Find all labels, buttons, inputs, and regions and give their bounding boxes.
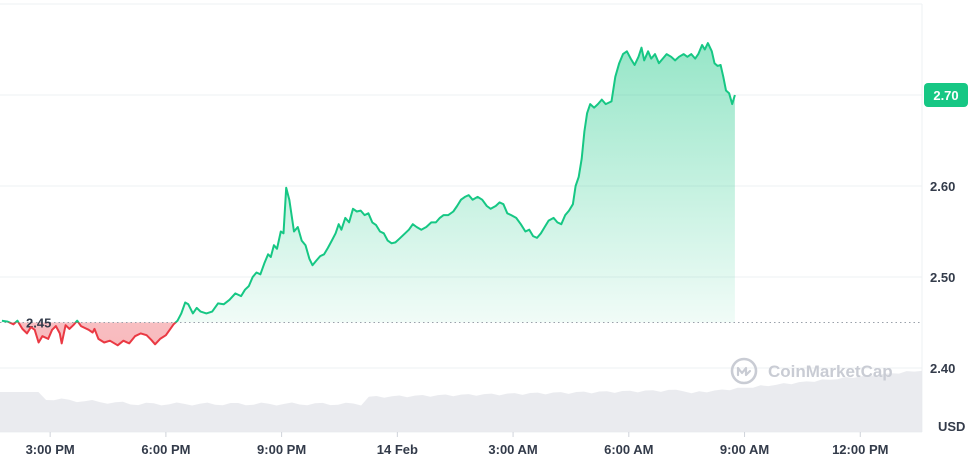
current-price-tag-label: 2.70 (933, 88, 958, 103)
series-line-up (1, 42, 736, 323)
x-tick-label: 12:00 PM (832, 442, 888, 457)
watermark-text: CoinMarketCap (768, 362, 893, 381)
y-tick-label: 2.60 (930, 179, 955, 194)
coinmarketcap-logo-icon (730, 357, 758, 385)
y-tick-label: 2.50 (930, 270, 955, 285)
price-area (1, 43, 735, 346)
x-axis: 3:00 PM 6:00 PM 9:00 PM 14 Feb 3:00 AM 6:00 A… (26, 432, 888, 457)
current-price-tag: 2.70 (924, 83, 968, 107)
x-tick-label: 6:00 PM (141, 442, 190, 457)
area-fill-up (1, 43, 735, 323)
x-tick-label: 3:00 AM (488, 442, 537, 457)
y-tick-label: 2.40 (930, 361, 955, 376)
volume-area (0, 370, 922, 432)
baseline-label: 2.45 (26, 316, 51, 331)
x-tick-label: 3:00 PM (26, 442, 75, 457)
y-axis: 2.70 2.60 2.50 2.40 (930, 88, 955, 376)
y-axis-unit: USD (938, 419, 965, 434)
x-tick-label: 6:00 AM (604, 442, 653, 457)
series-line-down (6, 322, 178, 347)
x-tick-label: 9:00 PM (257, 442, 306, 457)
price-line (1, 42, 736, 347)
watermark: CoinMarketCap (730, 357, 893, 385)
x-tick-label: 14 Feb (377, 442, 418, 457)
area-fill-down (1, 322, 735, 346)
x-tick-label: 9:00 AM (720, 442, 769, 457)
current-price-tag-bg (924, 83, 968, 107)
volume-bars (0, 370, 922, 432)
